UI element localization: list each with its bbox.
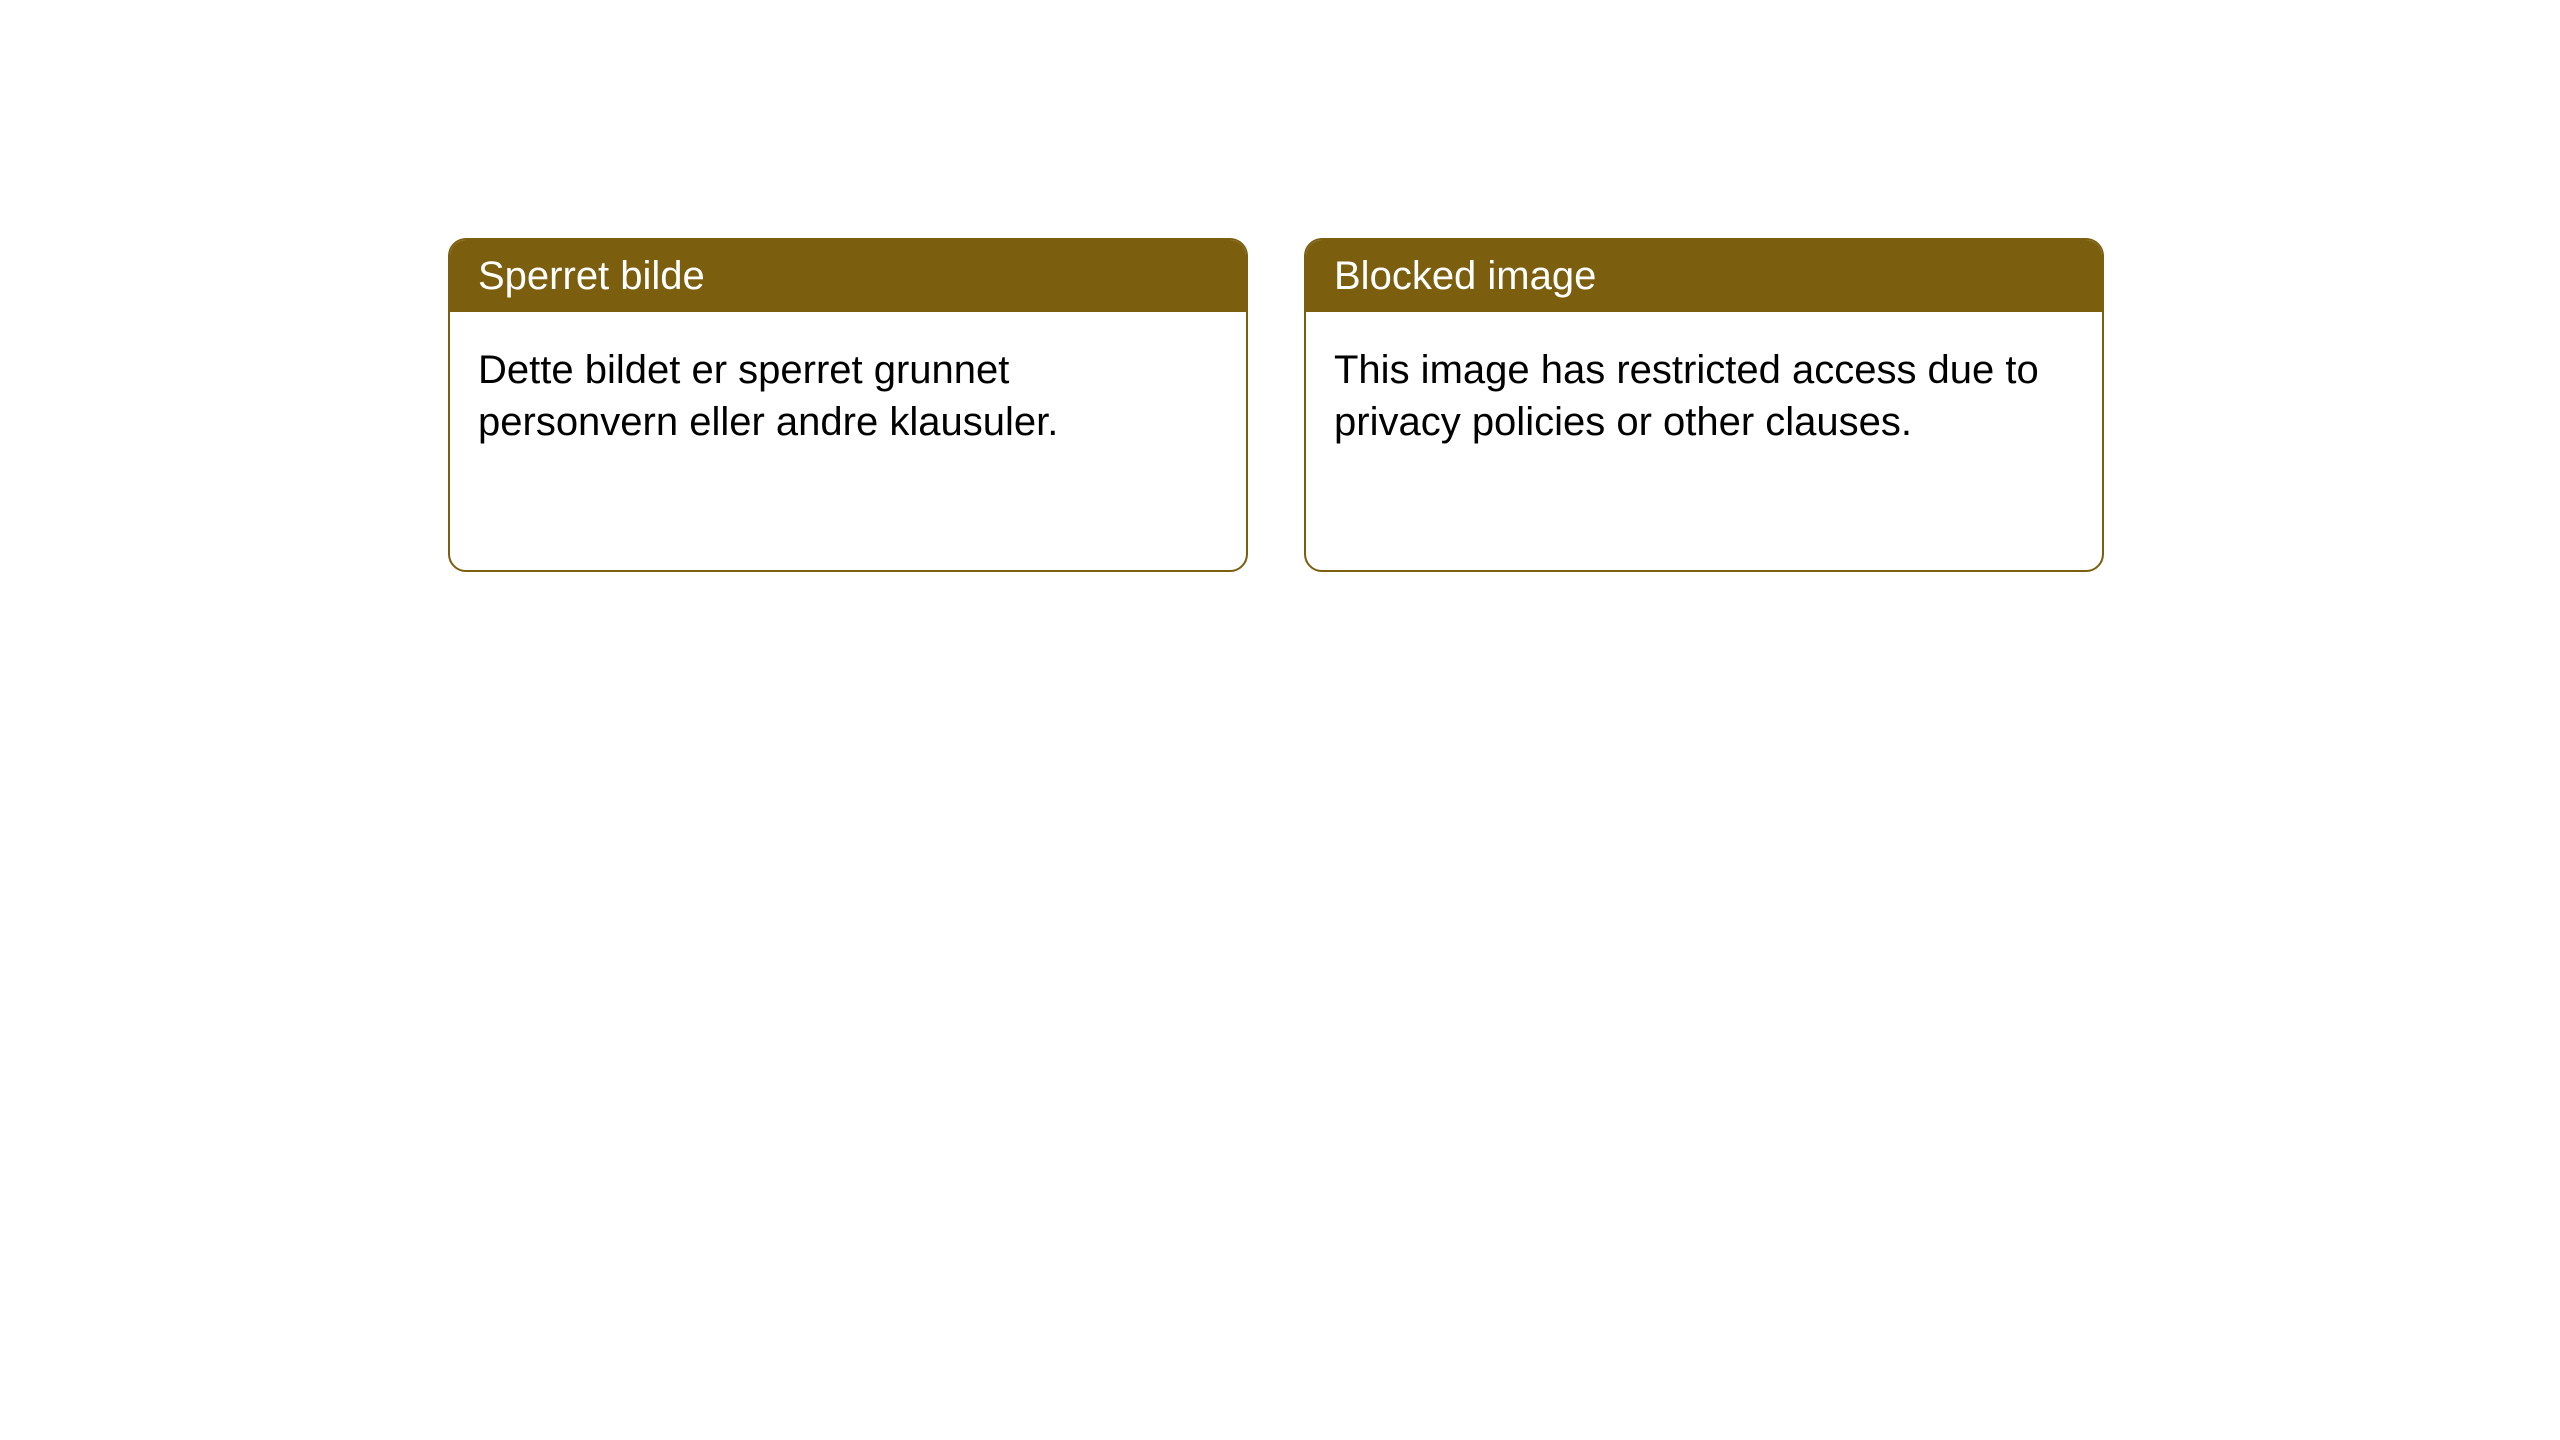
notice-card-english: Blocked image This image has restricted … — [1304, 238, 2104, 572]
notice-card-body: This image has restricted access due to … — [1306, 312, 2102, 480]
notice-card-title: Sperret bilde — [450, 240, 1246, 312]
notice-card-row: Sperret bilde Dette bildet er sperret gr… — [448, 238, 2104, 572]
notice-card-norwegian: Sperret bilde Dette bildet er sperret gr… — [448, 238, 1248, 572]
notice-card-title: Blocked image — [1306, 240, 2102, 312]
notice-card-body: Dette bildet er sperret grunnet personve… — [450, 312, 1246, 480]
